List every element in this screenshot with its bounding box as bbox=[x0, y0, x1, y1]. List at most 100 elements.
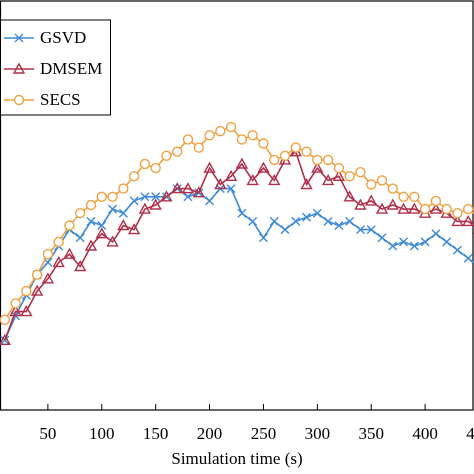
point bbox=[388, 241, 398, 251]
point bbox=[334, 221, 344, 230]
point bbox=[129, 196, 139, 206]
point bbox=[290, 142, 301, 153]
point bbox=[172, 146, 183, 157]
point bbox=[107, 191, 118, 203]
point bbox=[312, 208, 322, 218]
point bbox=[53, 236, 64, 248]
point bbox=[151, 192, 161, 202]
point bbox=[9, 305, 22, 317]
point bbox=[237, 208, 247, 218]
point bbox=[205, 196, 215, 206]
x-axis-label: Simulation time (s) bbox=[171, 449, 302, 468]
point bbox=[204, 130, 215, 141]
x-tick-label: 400 bbox=[412, 424, 438, 443]
point bbox=[127, 223, 141, 235]
point bbox=[323, 216, 333, 226]
point bbox=[192, 186, 205, 198]
point bbox=[161, 150, 172, 162]
point bbox=[419, 203, 431, 215]
plot-frame bbox=[0, 0, 474, 411]
point bbox=[463, 253, 473, 263]
point bbox=[106, 235, 119, 247]
point bbox=[300, 178, 313, 190]
x-tick-label: 100 bbox=[89, 424, 115, 443]
point bbox=[441, 203, 452, 215]
point bbox=[226, 184, 236, 194]
point bbox=[269, 216, 279, 226]
point bbox=[75, 207, 86, 219]
point bbox=[430, 195, 442, 207]
point bbox=[442, 237, 452, 247]
point bbox=[41, 272, 55, 284]
point bbox=[291, 216, 301, 226]
point bbox=[333, 162, 345, 174]
point bbox=[301, 146, 312, 157]
point bbox=[322, 154, 334, 166]
point bbox=[343, 190, 356, 202]
point bbox=[138, 202, 152, 214]
point bbox=[279, 150, 291, 162]
point bbox=[108, 204, 118, 214]
point bbox=[408, 202, 421, 214]
x-tick-label: 300 bbox=[305, 424, 331, 443]
point bbox=[97, 221, 107, 230]
point bbox=[248, 216, 258, 226]
point bbox=[0, 314, 10, 325]
point bbox=[387, 183, 398, 194]
point bbox=[149, 198, 162, 210]
x-tick-label: 200 bbox=[197, 424, 223, 443]
point bbox=[139, 158, 151, 170]
point bbox=[463, 203, 474, 215]
point bbox=[21, 285, 32, 297]
point bbox=[20, 305, 33, 317]
point bbox=[377, 233, 387, 243]
point bbox=[235, 157, 249, 169]
series-line bbox=[4, 150, 474, 341]
point bbox=[376, 175, 388, 186]
point bbox=[311, 161, 324, 173]
point bbox=[246, 173, 259, 186]
point bbox=[75, 233, 85, 243]
point bbox=[150, 162, 161, 174]
series-line bbox=[4, 126, 474, 321]
point bbox=[42, 248, 54, 260]
point bbox=[95, 227, 108, 239]
point bbox=[366, 179, 377, 190]
point bbox=[429, 202, 443, 214]
point bbox=[409, 191, 420, 203]
point bbox=[321, 173, 335, 186]
point bbox=[215, 125, 226, 137]
point bbox=[269, 154, 280, 166]
point bbox=[30, 284, 44, 296]
legend-marker bbox=[13, 94, 25, 106]
point bbox=[225, 121, 237, 133]
point bbox=[0, 333, 11, 345]
x-tick-label: 450 bbox=[466, 424, 474, 443]
point bbox=[86, 216, 96, 226]
point bbox=[452, 207, 463, 219]
point bbox=[365, 194, 378, 206]
point bbox=[258, 138, 269, 149]
point bbox=[64, 220, 75, 231]
point bbox=[397, 202, 410, 214]
point bbox=[247, 130, 258, 141]
point bbox=[344, 171, 355, 182]
point bbox=[399, 237, 409, 247]
x-tick-label: 350 bbox=[358, 424, 384, 443]
point bbox=[431, 229, 441, 239]
legend-marker bbox=[14, 33, 24, 43]
point bbox=[140, 192, 150, 202]
point bbox=[193, 142, 204, 153]
legend: GSVD DMSEM SECS bbox=[0, 19, 111, 116]
point bbox=[31, 269, 43, 280]
point bbox=[258, 233, 268, 243]
point bbox=[128, 171, 140, 182]
point bbox=[203, 161, 216, 173]
point bbox=[345, 216, 355, 226]
point bbox=[224, 169, 238, 181]
point bbox=[420, 237, 430, 247]
point bbox=[183, 192, 193, 202]
legend-label: DMSEM bbox=[40, 59, 102, 78]
point bbox=[462, 214, 474, 227]
